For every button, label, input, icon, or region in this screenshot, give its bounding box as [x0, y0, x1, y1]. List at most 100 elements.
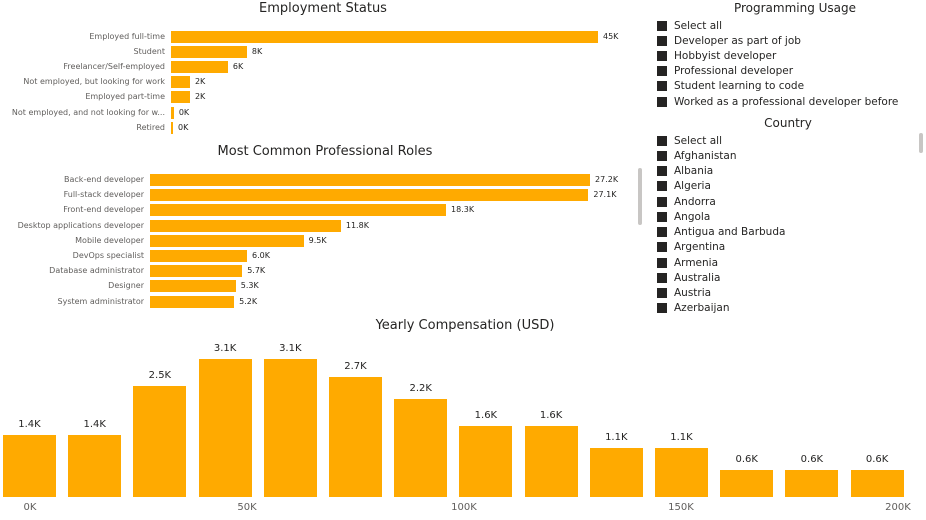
bar[interactable] — [263, 359, 317, 497]
checkbox-icon[interactable] — [657, 135, 667, 146]
checkbox-icon[interactable] — [657, 211, 667, 222]
x-axis-tick-label: 150K — [668, 502, 694, 513]
roles-scrollbar[interactable] — [638, 168, 642, 225]
bar-category-label: Student — [133, 47, 166, 57]
bar-category-label: Employed part-time — [85, 92, 165, 102]
bar[interactable] — [150, 204, 447, 217]
bar[interactable] — [394, 399, 448, 497]
checkbox-icon[interactable] — [657, 166, 667, 176]
bar[interactable] — [785, 470, 839, 497]
bar[interactable] — [850, 470, 904, 497]
bar[interactable] — [524, 425, 578, 497]
bar[interactable] — [459, 425, 513, 497]
bar[interactable] — [171, 31, 598, 43]
bar[interactable] — [171, 46, 247, 59]
checkbox-icon[interactable] — [657, 242, 667, 253]
bar[interactable] — [150, 189, 589, 202]
slicer-item-label: Argentina — [674, 241, 726, 254]
bar-category-label: Not employed, and not looking for w... — [11, 107, 165, 117]
checkbox-icon[interactable] — [657, 227, 667, 237]
slicer-item[interactable]: Albania — [657, 164, 713, 179]
slicer-item-label: Australia — [674, 271, 721, 284]
bar[interactable] — [150, 250, 248, 262]
slicer-item[interactable]: Austria — [657, 286, 711, 301]
bar-data-label: 2.5K — [148, 369, 172, 381]
bar-data-label: 0.6K — [865, 454, 889, 466]
bar[interactable] — [3, 434, 56, 497]
slicer-item[interactable]: Developer as part of job — [657, 33, 801, 48]
slicer-item[interactable]: Hobbyist developer — [657, 48, 776, 63]
slicer-item[interactable]: Armenia — [657, 255, 718, 270]
bar[interactable] — [150, 295, 235, 308]
slicer-item[interactable]: Student learning to code — [657, 79, 804, 94]
bar-data-label: 6.0K — [252, 251, 271, 260]
slicer-item-label: Austria — [674, 287, 712, 299]
slicer-item[interactable]: Angola — [657, 209, 710, 224]
checkbox-icon[interactable] — [657, 288, 667, 298]
bar-data-label: 3.1K — [279, 343, 302, 354]
slicer-item-label: Worked as a professional developer befor… — [674, 95, 899, 108]
bar[interactable] — [133, 385, 187, 497]
bar[interactable] — [171, 121, 173, 134]
slicer-item[interactable]: Australia — [657, 270, 720, 285]
bar-data-label: 2K — [194, 77, 206, 87]
bar-category-label: Database administrator — [49, 266, 144, 276]
slicer-item[interactable]: Algeria — [657, 179, 711, 194]
bar[interactable] — [171, 61, 228, 74]
bar-category-label: Front-end developer — [63, 205, 144, 215]
bar[interactable] — [171, 76, 190, 89]
bar[interactable] — [589, 448, 643, 497]
checkbox-icon[interactable] — [657, 257, 667, 268]
bar[interactable] — [655, 448, 708, 497]
bar-data-label: 11.8K — [345, 220, 369, 230]
slicer-item[interactable]: Select all — [657, 18, 722, 33]
slicer-item[interactable]: Argentina — [657, 240, 725, 255]
bar-data-label: 1.1K — [670, 432, 693, 444]
checkbox-icon[interactable] — [657, 35, 667, 46]
bar[interactable] — [150, 174, 590, 186]
slicer-item[interactable]: Andorra — [657, 194, 716, 209]
slicer-item[interactable]: Afghanistan — [657, 148, 737, 163]
checkbox-icon[interactable] — [657, 66, 667, 77]
checkbox-icon[interactable] — [657, 272, 667, 283]
checkbox-icon[interactable] — [657, 81, 667, 92]
checkbox-icon[interactable] — [657, 196, 667, 207]
x-axis-tick-label: 0K — [23, 502, 37, 513]
slicer-item[interactable]: Azerbaijan — [657, 301, 730, 316]
bar[interactable] — [68, 434, 122, 497]
slicer-item-label: Hobbyist developer — [674, 49, 777, 62]
bar-data-label: 2K — [194, 92, 206, 102]
bar-category-label: Desktop applications developer — [17, 220, 144, 230]
slicer-item-label: Andorra — [674, 195, 716, 208]
bar[interactable] — [171, 106, 174, 119]
country-scrollbar[interactable] — [919, 133, 923, 153]
bar-data-label: 5.2K — [239, 296, 258, 306]
slicer-item[interactable]: Antigua and Barbuda — [657, 225, 785, 240]
checkbox-icon[interactable] — [657, 181, 667, 192]
bar-category-label: Mobile developer — [75, 235, 144, 245]
slicer-item[interactable]: Professional developer — [657, 64, 793, 79]
checkbox-icon[interactable] — [657, 96, 667, 107]
bar-category-label: Designer — [108, 281, 144, 291]
bar[interactable] — [150, 265, 243, 278]
slicer-item[interactable]: Worked as a professional developer befor… — [657, 94, 898, 109]
bar-data-label: 0K — [178, 107, 190, 117]
slicer-item-label: Student learning to code — [674, 80, 805, 93]
checkbox-icon[interactable] — [657, 303, 667, 314]
bar-data-label: 45K — [603, 32, 619, 41]
bar[interactable] — [329, 376, 382, 497]
checkbox-icon[interactable] — [657, 20, 667, 31]
bar[interactable] — [150, 234, 304, 247]
slicer-item[interactable]: Select all — [657, 133, 722, 148]
bar-data-label: 0K — [178, 122, 189, 132]
bar[interactable] — [720, 470, 774, 497]
bar[interactable] — [198, 359, 252, 497]
bar[interactable] — [150, 219, 341, 232]
bar[interactable] — [150, 280, 236, 293]
checkbox-icon[interactable] — [657, 50, 667, 61]
bar-data-label: 6K — [232, 62, 244, 72]
checkbox-icon[interactable] — [657, 150, 667, 161]
compensation-title: Yearly Compensation (USD) — [375, 318, 555, 333]
bar[interactable] — [171, 91, 190, 104]
slicer-item-label: Professional developer — [674, 65, 794, 78]
